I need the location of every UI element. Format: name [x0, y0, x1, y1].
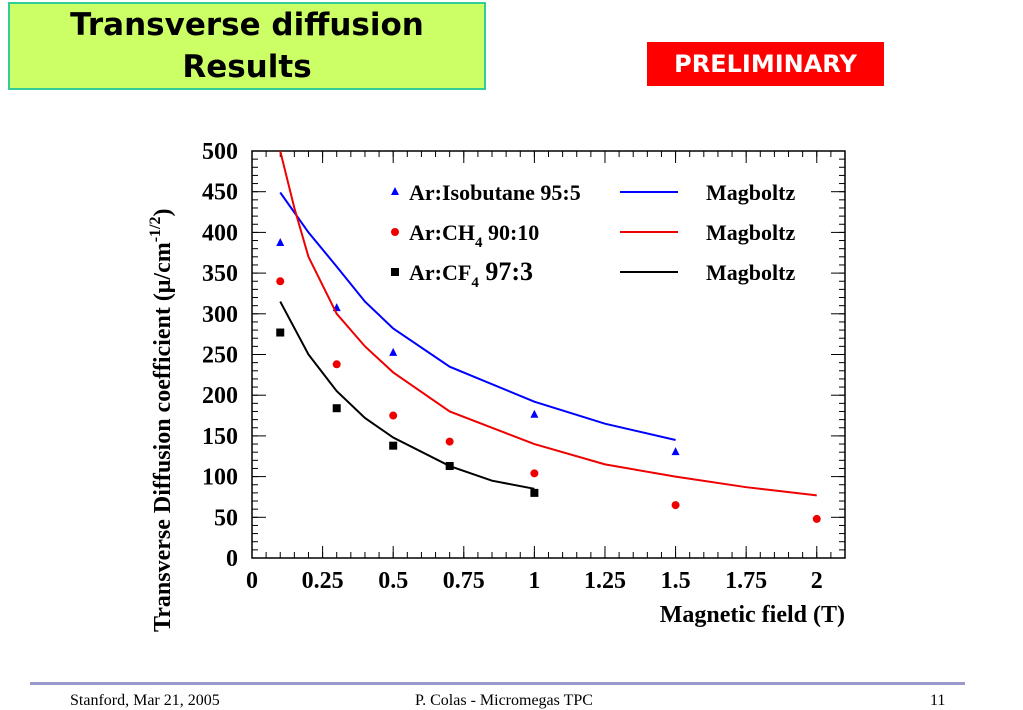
y-axis-label-sup: -1/2	[147, 216, 164, 242]
x-tick-label: 0.25	[302, 568, 344, 594]
x-tick-label: 1	[528, 568, 540, 594]
y-tick-label: 450	[202, 180, 238, 206]
x-tick-label: 0	[246, 568, 258, 594]
x-tick-label: 0.75	[443, 568, 485, 594]
legend-label-tail: 90:10	[482, 220, 539, 245]
legend-marker-0	[391, 187, 399, 195]
legend-label-0: Ar:Isobutane 95:5	[409, 180, 581, 205]
y-tick-label: 350	[202, 261, 238, 287]
y-tick-label: 100	[202, 465, 238, 491]
y-axis-label-main: Transverse Diffusion coefficient (μ/cm	[150, 242, 176, 632]
footer-page-number: 11	[930, 692, 946, 709]
legend-marker-2	[391, 268, 399, 276]
y-tick-label: 50	[214, 505, 238, 531]
legend-magboltz-label-0: Magboltz	[706, 180, 795, 205]
magboltz-curve-2	[279, 301, 535, 490]
y-axis-label: Transverse Diffusion coefficient (μ/cm-1…	[147, 208, 176, 632]
data-point-series-0	[671, 447, 680, 456]
title-line-2: Results	[182, 49, 312, 85]
x-tick-label: 1.25	[584, 568, 626, 594]
x-tick-label: 0.5	[378, 568, 408, 594]
legend-label-main: Ar:CH	[409, 220, 475, 245]
data-point-series-1	[530, 469, 539, 478]
data-point-series-0	[389, 347, 398, 356]
data-point-series-1	[671, 501, 680, 510]
data-point-series-2	[445, 462, 454, 471]
data-point-series-2	[389, 441, 398, 450]
y-tick-label: 300	[202, 302, 238, 328]
y-tick-label: 400	[202, 220, 238, 246]
x-tick-label: 1.75	[725, 568, 767, 594]
legend-label-main: Ar:Isobutane 95:5	[409, 180, 581, 205]
legend-label-tail: 97:3	[479, 257, 533, 286]
magboltz-curve-0	[279, 191, 676, 441]
data-point-series-2	[332, 404, 341, 413]
title-line-1: Transverse diffusion	[70, 7, 424, 43]
y-axis-label-end: )	[150, 208, 176, 216]
legend-marker-1	[391, 228, 399, 236]
legend-magboltz-label-2: Magboltz	[706, 260, 795, 285]
footer-author: P. Colas - Micromegas TPC	[415, 692, 593, 709]
footer-divider	[30, 682, 965, 685]
legend-label-sub: 4	[475, 235, 483, 251]
magboltz-curve-1	[279, 151, 817, 497]
data-point-series-1	[445, 437, 454, 446]
y-tick-label: 200	[202, 383, 238, 409]
data-point-series-2	[530, 488, 539, 497]
data-point-series-1	[812, 514, 821, 523]
y-tick-label: 150	[202, 424, 238, 450]
legend-label-1: Ar:CH4 90:10	[409, 220, 539, 251]
data-point-series-0	[276, 237, 285, 246]
plot-frame	[251, 150, 846, 559]
legend-magboltz-label-1: Magboltz	[706, 220, 795, 245]
data-point-series-0	[530, 409, 539, 418]
y-tick-label: 500	[202, 139, 238, 165]
legend-label-main: Ar:CF	[409, 260, 471, 285]
data-point-series-1	[332, 360, 341, 369]
preliminary-badge: PRELIMINARY	[647, 42, 884, 86]
slide-title: Transverse diffusion Results	[8, 2, 486, 90]
y-tick-label: 250	[202, 343, 238, 369]
data-point-series-1	[389, 411, 398, 420]
x-axis-label: Magnetic field (T)	[660, 602, 845, 628]
x-tick-label: 1.5	[661, 568, 691, 594]
legend-label-sub: 4	[471, 275, 479, 291]
x-tick-label: 2	[811, 568, 823, 594]
data-point-series-1	[276, 277, 285, 286]
y-tick-label: 0	[226, 546, 238, 572]
data-point-series-2	[276, 328, 285, 337]
footer-venue-date: Stanford, Mar 21, 2005	[70, 692, 220, 709]
legend-label-2: Ar:CF4 97:3	[409, 257, 533, 291]
